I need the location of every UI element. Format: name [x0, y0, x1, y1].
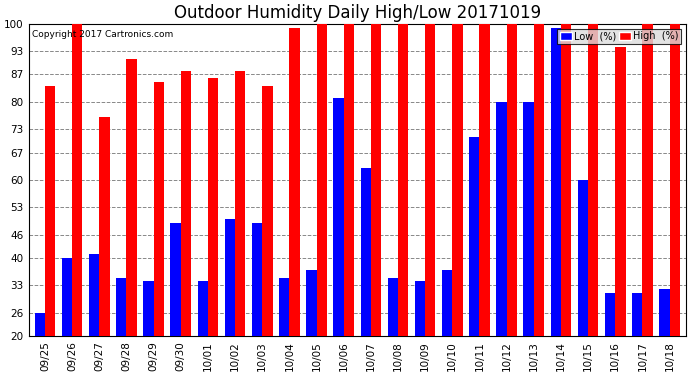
Bar — [252, 223, 262, 336]
Bar — [72, 24, 82, 336]
Bar — [551, 28, 561, 336]
Bar — [89, 254, 99, 336]
Bar — [144, 281, 154, 336]
Bar — [62, 258, 72, 336]
Bar — [442, 270, 452, 336]
Bar — [289, 28, 299, 336]
Bar — [181, 70, 191, 336]
Bar — [578, 180, 588, 336]
Bar — [615, 47, 626, 336]
Bar — [425, 24, 435, 336]
Bar — [34, 313, 45, 336]
Bar — [469, 137, 480, 336]
Bar — [333, 98, 344, 336]
Bar — [452, 24, 462, 336]
Bar — [225, 219, 235, 336]
Text: Copyright 2017 Cartronics.com: Copyright 2017 Cartronics.com — [32, 30, 173, 39]
Bar — [235, 70, 246, 336]
Bar — [480, 24, 490, 336]
Bar — [279, 278, 289, 336]
Bar — [99, 117, 110, 336]
Bar — [45, 86, 55, 336]
Bar — [534, 24, 544, 336]
Bar — [642, 24, 653, 336]
Bar — [659, 289, 669, 336]
Bar — [116, 278, 126, 336]
Bar — [208, 78, 218, 336]
Bar — [605, 293, 615, 336]
Bar — [524, 102, 534, 336]
Bar — [306, 270, 317, 336]
Bar — [588, 24, 598, 336]
Bar — [632, 293, 642, 336]
Bar — [371, 24, 381, 336]
Bar — [344, 24, 354, 336]
Bar — [415, 281, 425, 336]
Bar — [496, 102, 506, 336]
Bar — [398, 24, 408, 336]
Bar — [388, 278, 398, 336]
Bar — [669, 24, 680, 336]
Bar — [170, 223, 181, 336]
Bar — [506, 24, 517, 336]
Title: Outdoor Humidity Daily High/Low 20171019: Outdoor Humidity Daily High/Low 20171019 — [174, 4, 541, 22]
Bar — [154, 82, 164, 336]
Bar — [262, 86, 273, 336]
Bar — [197, 281, 208, 336]
Bar — [126, 59, 137, 336]
Bar — [360, 168, 371, 336]
Bar — [561, 24, 571, 336]
Bar — [317, 24, 327, 336]
Legend: Low  (%), High  (%): Low (%), High (%) — [558, 28, 681, 44]
